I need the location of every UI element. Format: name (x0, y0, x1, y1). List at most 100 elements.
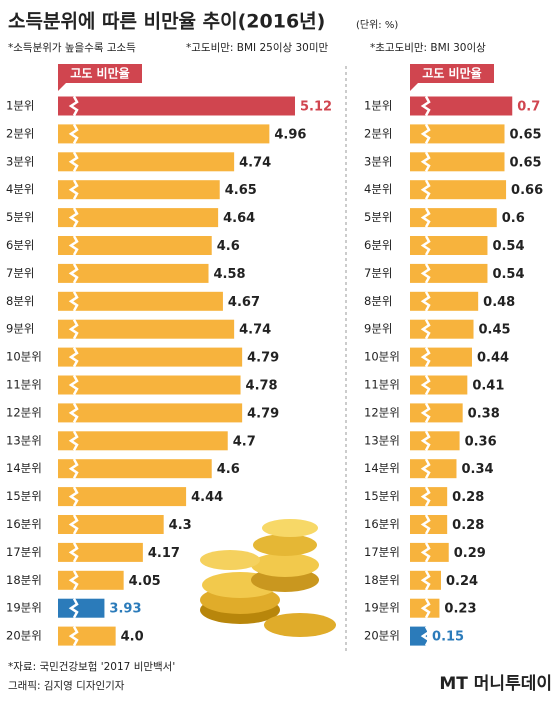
axis-break (420, 514, 431, 535)
bar (410, 319, 474, 339)
value-label: 4.64 (223, 211, 255, 226)
category-label: 9분위 (364, 322, 392, 336)
axis-break (420, 151, 431, 172)
bar (58, 263, 209, 283)
axis-break (420, 235, 431, 256)
value-label: 4.6 (217, 462, 240, 477)
axis-break (68, 542, 79, 563)
value-label: 0.34 (461, 462, 493, 477)
axis-break (68, 347, 79, 368)
category-label: 6분위 (6, 238, 34, 252)
category-label: 16분위 (6, 517, 42, 531)
axis-break (420, 542, 431, 563)
value-label: 4.78 (246, 379, 278, 394)
bar (410, 124, 505, 144)
axis-break (420, 263, 431, 284)
category-label: 10분위 (6, 350, 42, 364)
bar (58, 291, 223, 311)
category-label: 17분위 (364, 545, 400, 559)
category-label: 14분위 (6, 461, 42, 475)
value-label: 0.65 (510, 127, 542, 142)
bar (410, 431, 460, 451)
panel-title-box (58, 64, 142, 83)
axis-break (68, 486, 79, 507)
axis-break (68, 179, 79, 200)
bar (410, 459, 457, 479)
bar (58, 459, 212, 479)
bar (58, 347, 243, 367)
value-label: 0.36 (465, 434, 497, 449)
bar (410, 291, 479, 311)
value-label: 4.7 (233, 434, 256, 449)
category-label: 19분위 (6, 601, 42, 615)
bar (410, 347, 472, 367)
axis-break (68, 598, 79, 619)
unit: (단위: %) (356, 18, 398, 31)
logo: MT 머니투데이 (439, 674, 552, 694)
note: *소득분위가 높을수록 고소득 (8, 41, 136, 54)
coins (200, 519, 336, 637)
panel-title-pointer (58, 83, 66, 91)
value-label: 0.24 (446, 574, 478, 589)
axis-break (420, 123, 431, 144)
panel-title: 고도 비만율 (70, 66, 129, 81)
value-label: 0.28 (452, 518, 484, 533)
bar (58, 515, 164, 534)
category-label: 19분위 (364, 601, 400, 615)
value-label: 4.58 (214, 267, 246, 282)
bar (58, 626, 116, 646)
category-label: 11분위 (364, 378, 400, 392)
bar (58, 570, 124, 590)
category-label: 4분위 (6, 182, 34, 196)
category-label: 20분위 (364, 629, 400, 643)
category-label: 15분위 (6, 489, 42, 503)
bar (58, 598, 105, 618)
category-label: 15분위 (364, 489, 400, 503)
value-label: 4.96 (274, 127, 306, 142)
category-label: 17분위 (6, 545, 42, 559)
bar (410, 375, 468, 395)
axis-break (68, 430, 79, 451)
category-label: 8분위 (364, 294, 392, 308)
value-label: 0.23 (444, 602, 476, 617)
bar (410, 570, 441, 590)
axis-break (68, 570, 79, 591)
axis-break (420, 207, 431, 228)
axis-break (420, 291, 431, 312)
bar (58, 180, 220, 200)
category-label: 11분위 (6, 378, 42, 392)
bar (410, 487, 448, 507)
value-label: 3.93 (109, 602, 141, 617)
panel-title: 고도 비만율 (422, 66, 481, 81)
category-label: 7분위 (6, 266, 34, 280)
value-label: 4.44 (191, 490, 223, 505)
category-label: 13분위 (364, 433, 400, 447)
axis-break (68, 291, 79, 312)
category-label: 12분위 (6, 405, 42, 419)
category-label: 2분위 (6, 126, 34, 140)
axis-break (68, 95, 79, 117)
category-label: 8분위 (6, 294, 34, 308)
value-label: 4.79 (247, 406, 279, 421)
bar (410, 515, 448, 534)
bar (58, 124, 270, 144)
category-label: 18분위 (6, 573, 42, 587)
category-label: 20분위 (6, 629, 42, 643)
bar (410, 152, 505, 172)
axis-break (420, 95, 431, 117)
value-label: 0.44 (477, 351, 509, 366)
category-label: 4분위 (364, 182, 392, 196)
bar (410, 180, 507, 200)
bar (58, 375, 241, 395)
axis-break (68, 263, 79, 284)
value-label: 0.66 (511, 183, 543, 198)
axis-break (68, 207, 79, 228)
category-label: 12분위 (364, 405, 400, 419)
value-label: 0.29 (454, 546, 486, 561)
axis-break (68, 458, 79, 479)
bar (410, 403, 463, 423)
axis-break (68, 402, 79, 423)
source: *자료: 국민건강보험 '2017 비만백서' (8, 661, 175, 673)
axis-break (420, 570, 431, 591)
